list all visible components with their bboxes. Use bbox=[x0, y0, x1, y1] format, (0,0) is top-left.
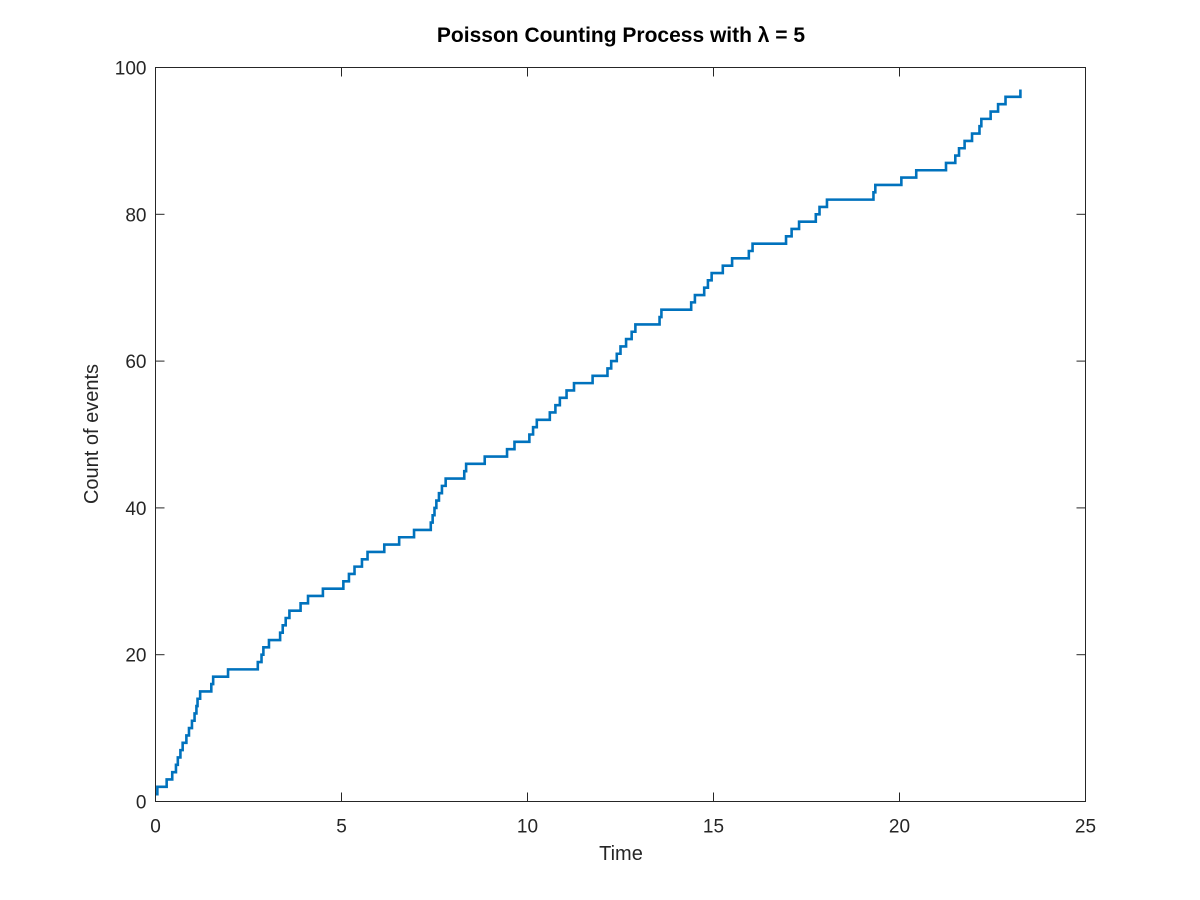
x-axis-title: Time bbox=[599, 843, 643, 865]
x-tick-label: 10 bbox=[517, 817, 538, 838]
y-tick-label: 60 bbox=[125, 352, 146, 373]
series-line-0 bbox=[155, 89, 1022, 796]
chart-title: Poisson Counting Process with λ = 5 bbox=[437, 24, 805, 47]
plot-area-frame bbox=[155, 67, 1086, 802]
x-tick-label: 25 bbox=[1075, 817, 1096, 838]
tick-labels: 0 5 10 15 20 25 0 20 40 60 80 100 bbox=[115, 59, 1096, 838]
x-tick-label: 15 bbox=[703, 817, 724, 838]
y-tick-label: 100 bbox=[115, 59, 147, 80]
y-tick-label: 40 bbox=[125, 499, 146, 520]
axis-ticks bbox=[155, 67, 1086, 802]
y-axis-title: Count of events bbox=[81, 364, 103, 504]
x-tick-label: 0 bbox=[150, 817, 161, 838]
y-tick-label: 0 bbox=[136, 793, 147, 814]
x-tick-label: 20 bbox=[889, 817, 910, 838]
y-tick-label: 80 bbox=[125, 205, 146, 226]
x-tick-label: 5 bbox=[336, 817, 347, 838]
y-tick-label: 20 bbox=[125, 646, 146, 667]
series-layer bbox=[155, 89, 1022, 796]
